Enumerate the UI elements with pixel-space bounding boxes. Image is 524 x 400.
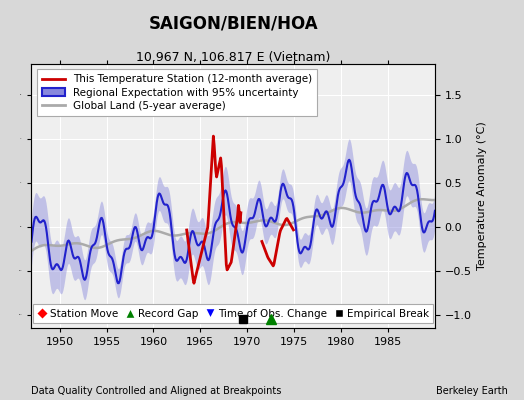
Text: SAIGON/BIEN/HOA: SAIGON/BIEN/HOA	[148, 14, 318, 32]
Text: Berkeley Earth: Berkeley Earth	[436, 386, 508, 396]
Title: 10.967 N, 106.817 E (Vietnam): 10.967 N, 106.817 E (Vietnam)	[136, 51, 330, 64]
Legend: Station Move, Record Gap, Time of Obs. Change, Empirical Break: Station Move, Record Gap, Time of Obs. C…	[33, 304, 433, 323]
Y-axis label: Temperature Anomaly (°C): Temperature Anomaly (°C)	[477, 122, 487, 270]
Text: Data Quality Controlled and Aligned at Breakpoints: Data Quality Controlled and Aligned at B…	[31, 386, 282, 396]
